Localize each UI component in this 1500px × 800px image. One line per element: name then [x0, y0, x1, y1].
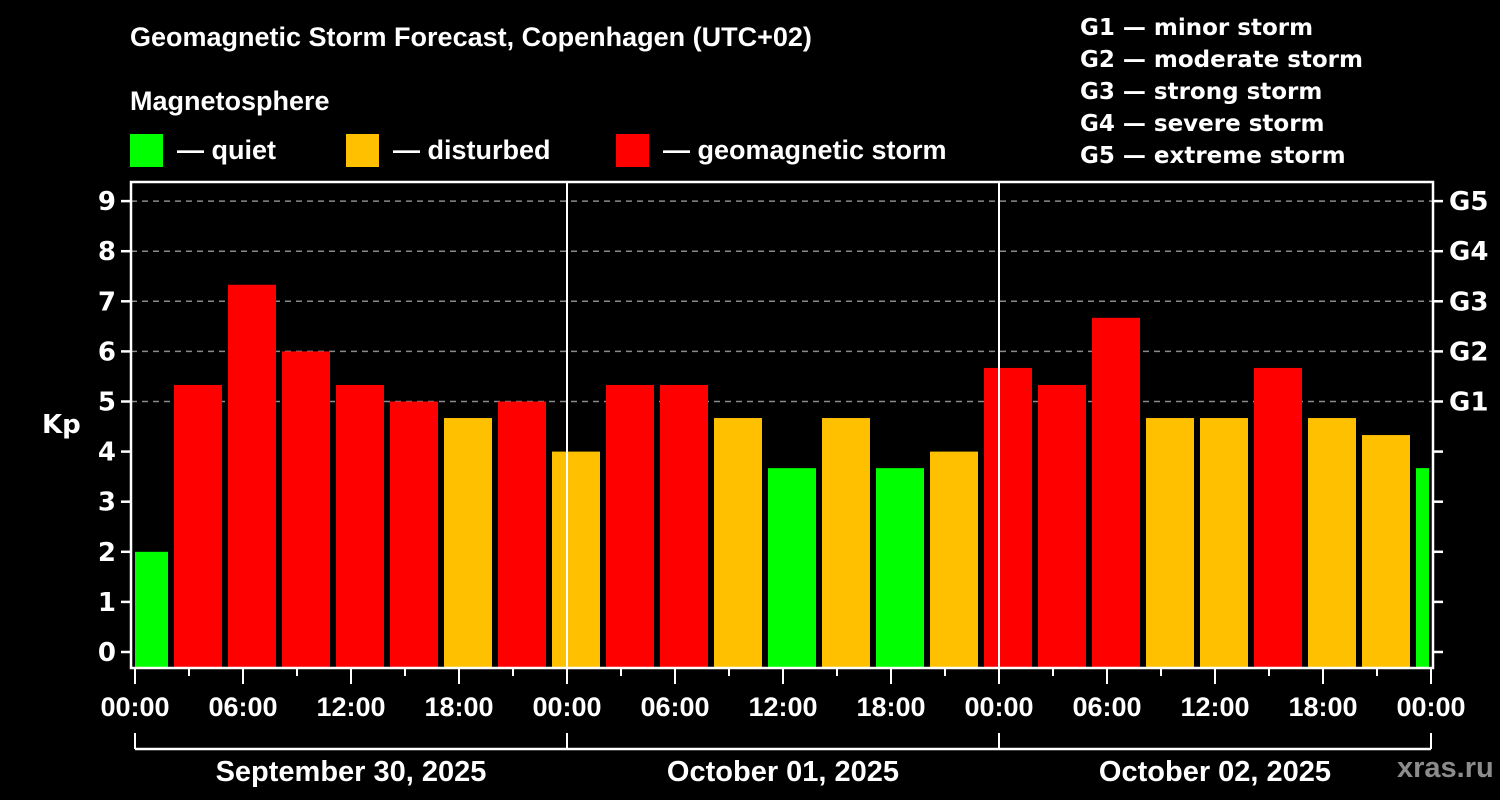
bar-storm	[1254, 367, 1302, 668]
bar-disturbed	[1362, 435, 1410, 668]
y-tick-label: 0	[98, 638, 116, 668]
day-label: October 01, 2025	[667, 756, 899, 788]
y-tick-label: 1	[98, 588, 116, 618]
bar-quiet	[768, 468, 816, 668]
bar-disturbed	[552, 451, 600, 668]
y-tick-label: 5	[98, 388, 116, 418]
legend-item-quiet: — quiet	[130, 134, 276, 167]
x-tick-label: 06:00	[208, 692, 277, 722]
bar-disturbed	[444, 418, 492, 668]
x-tick-label: 06:00	[1072, 692, 1141, 722]
day-label: September 30, 2025	[216, 756, 487, 788]
g-scale-item-g5: G5 — extreme storm	[1080, 143, 1346, 169]
legend-label-quiet: — quiet	[177, 135, 276, 165]
bar-disturbed	[714, 418, 762, 668]
y-tick-label: 4	[98, 438, 116, 468]
y-tick-label: 3	[98, 488, 116, 518]
bar-storm	[660, 384, 708, 668]
bar-storm	[228, 284, 276, 668]
watermark: xras.ru	[1397, 752, 1494, 784]
y-tick-label: 9	[98, 187, 116, 217]
bars-group	[135, 284, 1429, 668]
legend-label-storm: — geomagnetic storm	[663, 135, 947, 165]
legend-item-disturbed: — disturbed	[346, 134, 551, 167]
bar-disturbed	[1146, 418, 1194, 668]
bar-quiet	[876, 468, 924, 668]
g-level-label: G5	[1449, 187, 1488, 217]
legend-swatch-quiet	[130, 134, 163, 167]
g-scale-item-g4: G4 — severe storm	[1080, 111, 1325, 137]
bar-disturbed	[930, 451, 978, 668]
x-tick-label: 06:00	[640, 692, 709, 722]
legend-swatch-storm	[616, 134, 649, 167]
legend-swatch-disturbed	[346, 134, 379, 167]
g-scale-item-g2: G2 — moderate storm	[1080, 47, 1363, 73]
y-axis-label: Kp	[42, 410, 81, 440]
chart-title: Geomagnetic Storm Forecast, Copenhagen (…	[130, 22, 812, 52]
bar-storm	[606, 384, 654, 668]
x-tick-label: 12:00	[748, 692, 817, 722]
g-scale-item-g1: G1 — minor storm	[1080, 15, 1314, 41]
y-tick-label: 2	[98, 538, 116, 568]
bar-storm	[336, 384, 384, 668]
legend-subtitle: Magnetosphere	[130, 86, 330, 116]
bar-storm	[1092, 317, 1140, 668]
g-level-label: G2	[1449, 337, 1488, 367]
x-tick-label: 00:00	[532, 692, 601, 722]
legend-item-storm: — geomagnetic storm	[616, 134, 947, 167]
legend-label-disturbed: — disturbed	[393, 135, 551, 165]
x-tick-label: 00:00	[964, 692, 1033, 722]
x-tick-label: 00:00	[100, 692, 169, 722]
y-tick-label: 7	[98, 287, 116, 317]
bar-disturbed	[1308, 418, 1356, 668]
x-tick-label: 18:00	[856, 692, 925, 722]
day-label: October 02, 2025	[1099, 756, 1331, 788]
g-level-label: G4	[1449, 237, 1488, 267]
y-tick-label: 8	[98, 237, 116, 267]
bar-disturbed	[822, 418, 870, 668]
g-scale-item-g3: G3 — strong storm	[1080, 79, 1323, 105]
x-tick-label: 18:00	[424, 692, 493, 722]
x-tick-label: 12:00	[1180, 692, 1249, 722]
bar-storm	[984, 367, 1032, 668]
g-scale-legend: G1 — minor storm G2 — moderate storm G3 …	[1080, 12, 1363, 172]
bar-storm	[1038, 384, 1086, 668]
g-level-label: G3	[1449, 287, 1488, 317]
bar-quiet	[135, 551, 168, 668]
bar-quiet	[1416, 468, 1429, 668]
bar-storm	[174, 384, 222, 668]
bar-disturbed	[1200, 418, 1248, 668]
bar-storm	[498, 401, 546, 668]
x-tick-label: 00:00	[1396, 692, 1465, 722]
x-tick-label: 12:00	[316, 692, 385, 722]
x-tick-label: 18:00	[1288, 692, 1357, 722]
bar-storm	[390, 401, 438, 668]
bar-storm	[282, 351, 330, 668]
g-level-label: G1	[1449, 388, 1488, 418]
y-tick-label: 6	[98, 337, 116, 367]
